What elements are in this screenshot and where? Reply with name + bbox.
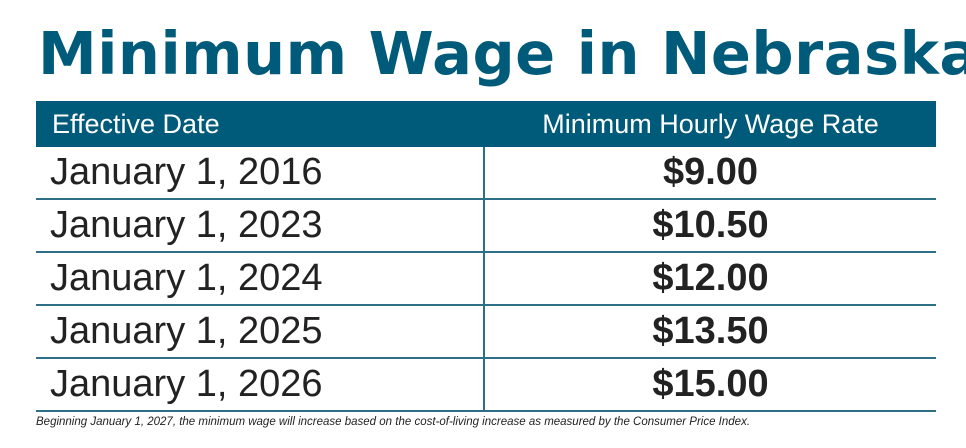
table-row: January 1, 2024 $12.00 (36, 253, 936, 306)
table-row: January 1, 2023 $10.50 (36, 200, 936, 253)
effective-date-cell: January 1, 2024 (36, 253, 485, 304)
wage-rate-cell: $15.00 (652, 363, 769, 405)
column-header-wage-rate: Minimum Hourly Wage Rate (542, 108, 879, 139)
effective-date-cell: January 1, 2023 (36, 200, 485, 251)
effective-date-cell: January 1, 2026 (36, 359, 485, 410)
page-title: Minimum Wage in Nebraska (38, 19, 966, 88)
wage-rate-cell: $9.00 (662, 151, 759, 193)
effective-date-cell: January 1, 2016 (36, 147, 485, 198)
column-header-effective-date: Effective Date (52, 108, 220, 139)
footnote: Beginning January 1, 2027, the minimum w… (36, 416, 751, 428)
effective-date-cell: January 1, 2025 (36, 306, 485, 357)
table-header: Effective Date Minimum Hourly Wage Rate (36, 101, 936, 147)
table-row: January 1, 2026 $15.00 (36, 359, 936, 412)
wage-table: Effective Date Minimum Hourly Wage Rate … (36, 101, 936, 412)
table-row: January 1, 2025 $13.50 (36, 306, 936, 359)
table-row: January 1, 2016 $9.00 (36, 147, 936, 200)
wage-rate-cell: $12.00 (652, 257, 769, 299)
wage-rate-cell: $10.50 (652, 204, 769, 246)
wage-rate-cell: $13.50 (652, 310, 769, 352)
